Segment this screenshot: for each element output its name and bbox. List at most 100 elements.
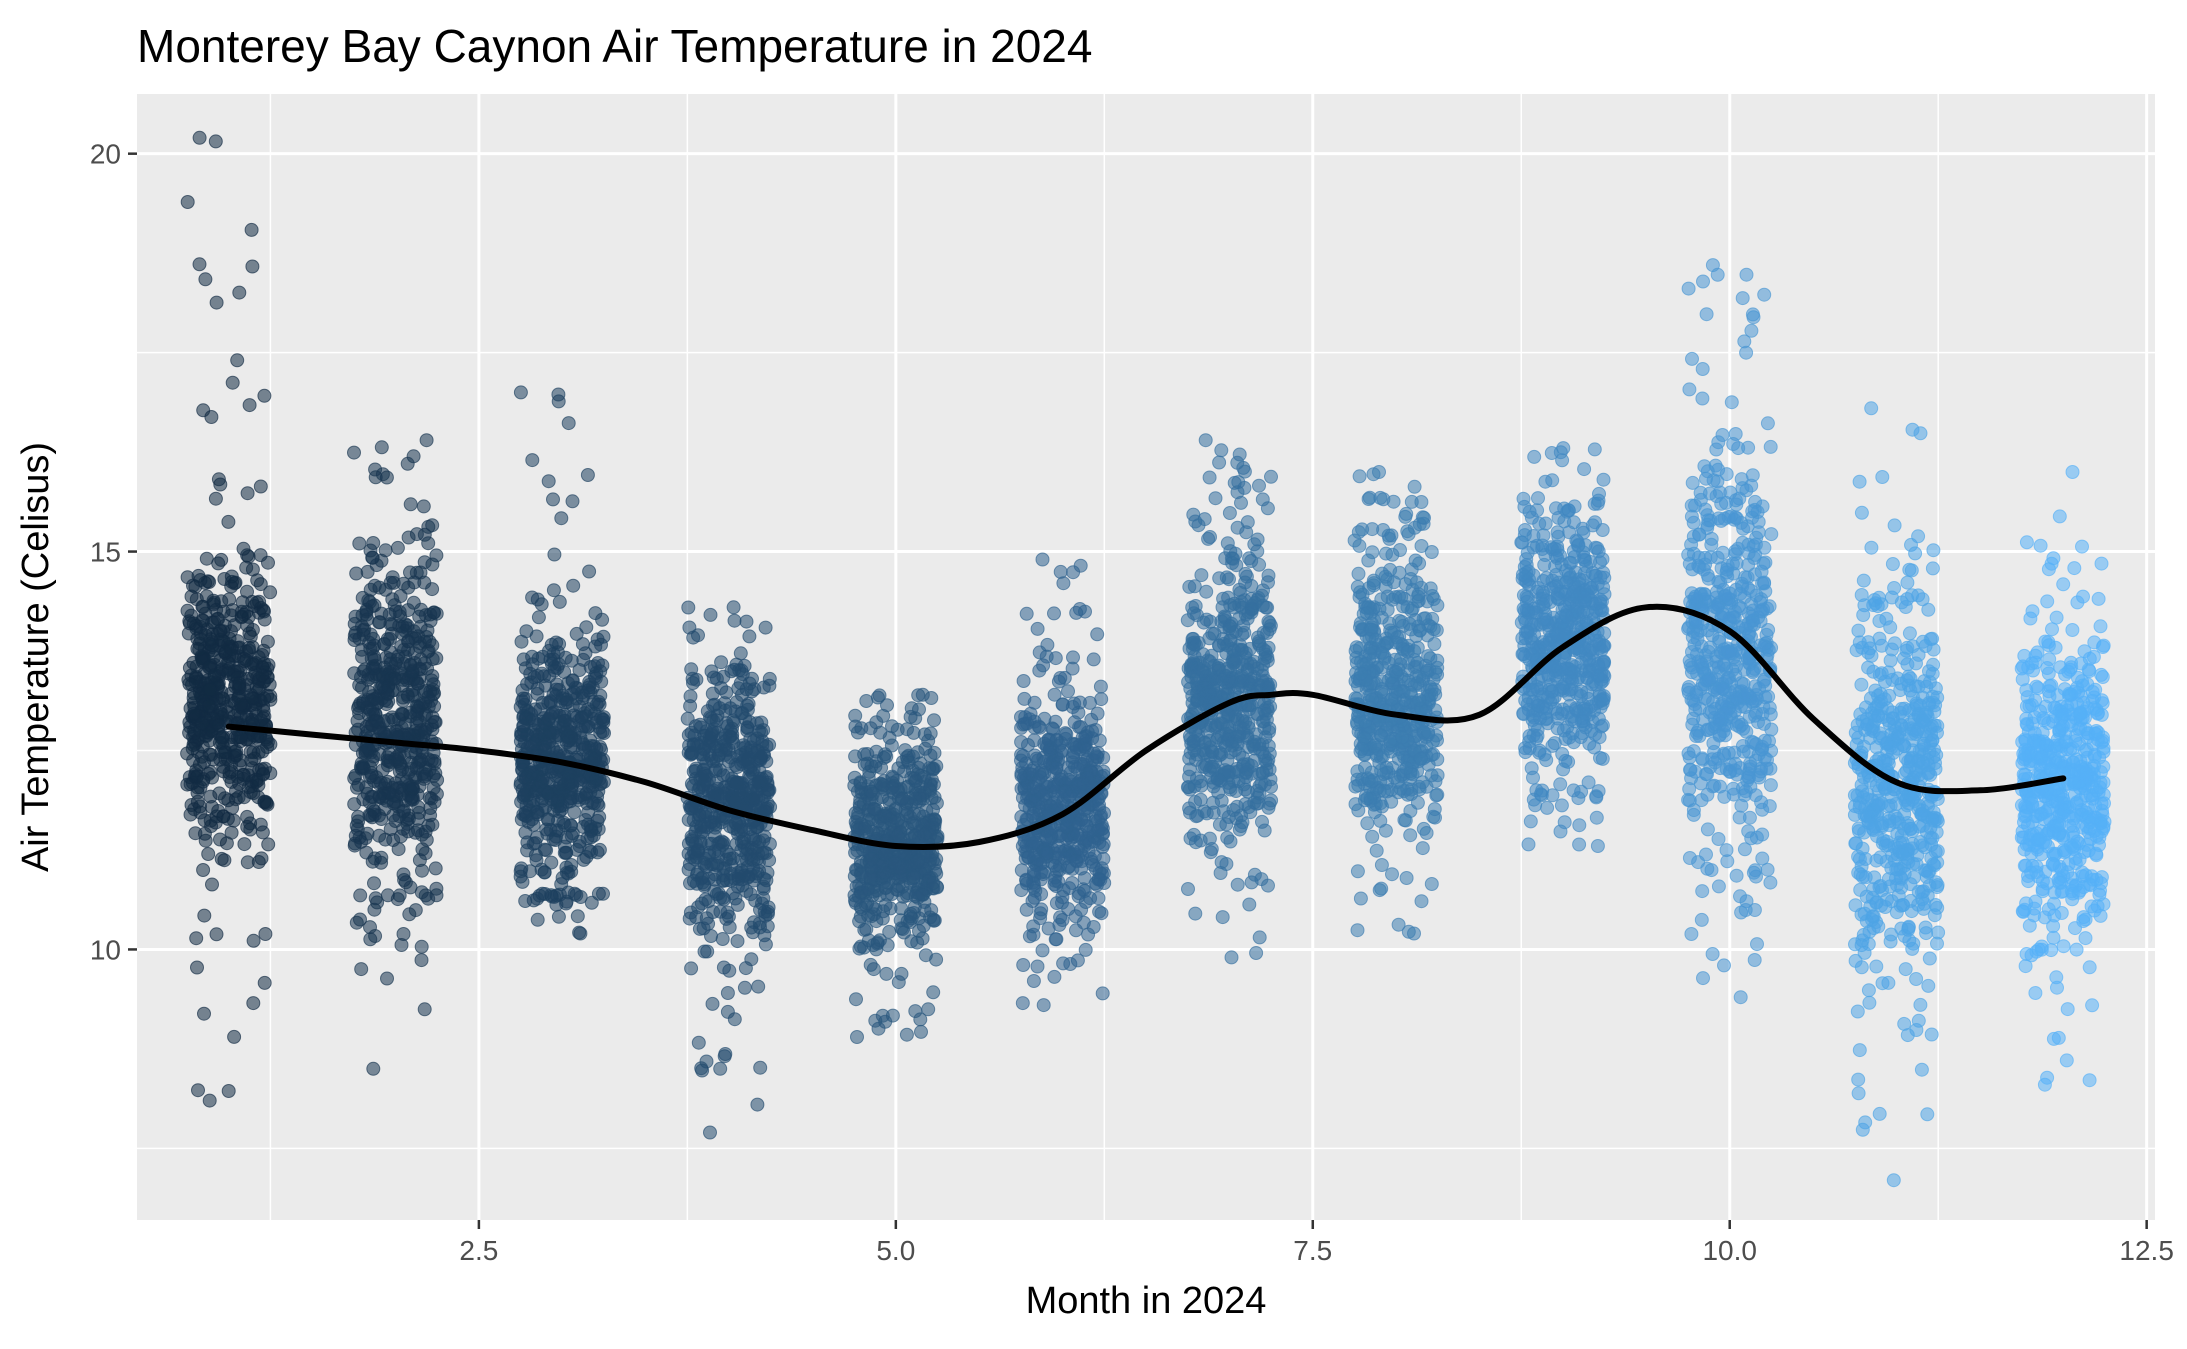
data-point (1260, 626, 1275, 640)
data-point (352, 536, 367, 551)
data-point (183, 807, 198, 822)
data-point (388, 814, 403, 828)
data-point (1048, 858, 1062, 873)
data-point (405, 664, 420, 679)
data-point (1066, 565, 1081, 580)
data-point (232, 285, 247, 300)
data-point (1051, 874, 1066, 889)
data-point (349, 566, 364, 581)
data-point (1352, 469, 1367, 484)
data-point (1350, 864, 1365, 879)
data-point (257, 975, 272, 990)
data-point (573, 926, 588, 941)
data-point (726, 600, 741, 615)
data-point (1390, 775, 1405, 789)
data-point (1232, 447, 1247, 462)
data-point (397, 873, 412, 887)
data-point (580, 468, 595, 482)
data-point (593, 725, 608, 740)
data-point (399, 812, 414, 827)
data-point (1230, 520, 1245, 535)
data-point (1052, 738, 1067, 753)
data-point (245, 259, 260, 274)
data-point (1395, 730, 1410, 745)
data-point (1407, 926, 1421, 941)
data-point (187, 706, 201, 721)
data-point (1019, 606, 1034, 621)
data-point (1223, 633, 1238, 648)
data-point (261, 658, 276, 672)
data-point (729, 794, 743, 809)
data-point (374, 812, 389, 826)
data-point (409, 565, 424, 580)
data-point (209, 295, 224, 310)
data-point (1421, 649, 1436, 664)
data-point (255, 825, 270, 840)
data-point (1258, 647, 1273, 662)
data-point (1359, 606, 1374, 621)
data-point (1025, 836, 1040, 851)
data-point (372, 790, 387, 805)
data-point (1235, 815, 1250, 830)
data-point (1212, 817, 1227, 832)
data-point (746, 873, 761, 888)
data-point (1353, 891, 1368, 906)
data-point (516, 718, 531, 733)
data-point (234, 697, 248, 712)
data-point (250, 573, 265, 588)
data-point (570, 909, 585, 924)
data-point (225, 375, 240, 390)
data-point (382, 607, 397, 622)
data-point (760, 907, 775, 922)
data-point (372, 580, 387, 595)
data-point (705, 686, 720, 701)
data-point (347, 628, 362, 643)
data-point (388, 671, 402, 686)
data-point (1189, 809, 1204, 824)
data-point (1374, 610, 1389, 625)
data-point (1016, 958, 1031, 972)
data-point (912, 853, 926, 868)
data-point (244, 222, 259, 237)
data-point (1208, 671, 1222, 686)
data-point (847, 869, 862, 884)
data-point (1096, 837, 1111, 852)
data-point (1398, 577, 1413, 592)
data-point (1351, 566, 1366, 581)
data-point (562, 765, 577, 780)
data-point (402, 907, 417, 922)
data-point (1015, 996, 1030, 1011)
data-point (222, 631, 237, 646)
data-point (918, 948, 933, 963)
data-point (884, 738, 899, 753)
data-point (699, 1054, 714, 1069)
data-point (908, 791, 923, 806)
data-point (415, 863, 429, 878)
data-point (738, 961, 753, 976)
data-point (1070, 953, 1085, 968)
data-point (251, 778, 266, 793)
data-point (1227, 475, 1242, 490)
data-point (868, 759, 883, 774)
data-point (410, 676, 425, 691)
data-point (1198, 433, 1213, 448)
chart-title: Monterey Bay Caynon Air Temperature in 2… (137, 20, 1092, 72)
data-point (353, 696, 368, 711)
data-point (201, 847, 216, 861)
data-point (534, 862, 549, 877)
data-point (1427, 802, 1442, 817)
data-point (1030, 959, 1045, 974)
data-point (1399, 506, 1414, 521)
data-point (908, 1004, 923, 1019)
data-point (195, 716, 210, 731)
data-point (1413, 751, 1428, 766)
data-point (758, 620, 773, 635)
data-point (252, 594, 267, 609)
data-point (1250, 544, 1265, 559)
data-point (197, 1006, 211, 1021)
data-point (393, 780, 408, 795)
data-point (750, 1097, 765, 1112)
data-point (700, 944, 715, 959)
data-point (922, 761, 937, 776)
data-point (211, 718, 226, 733)
